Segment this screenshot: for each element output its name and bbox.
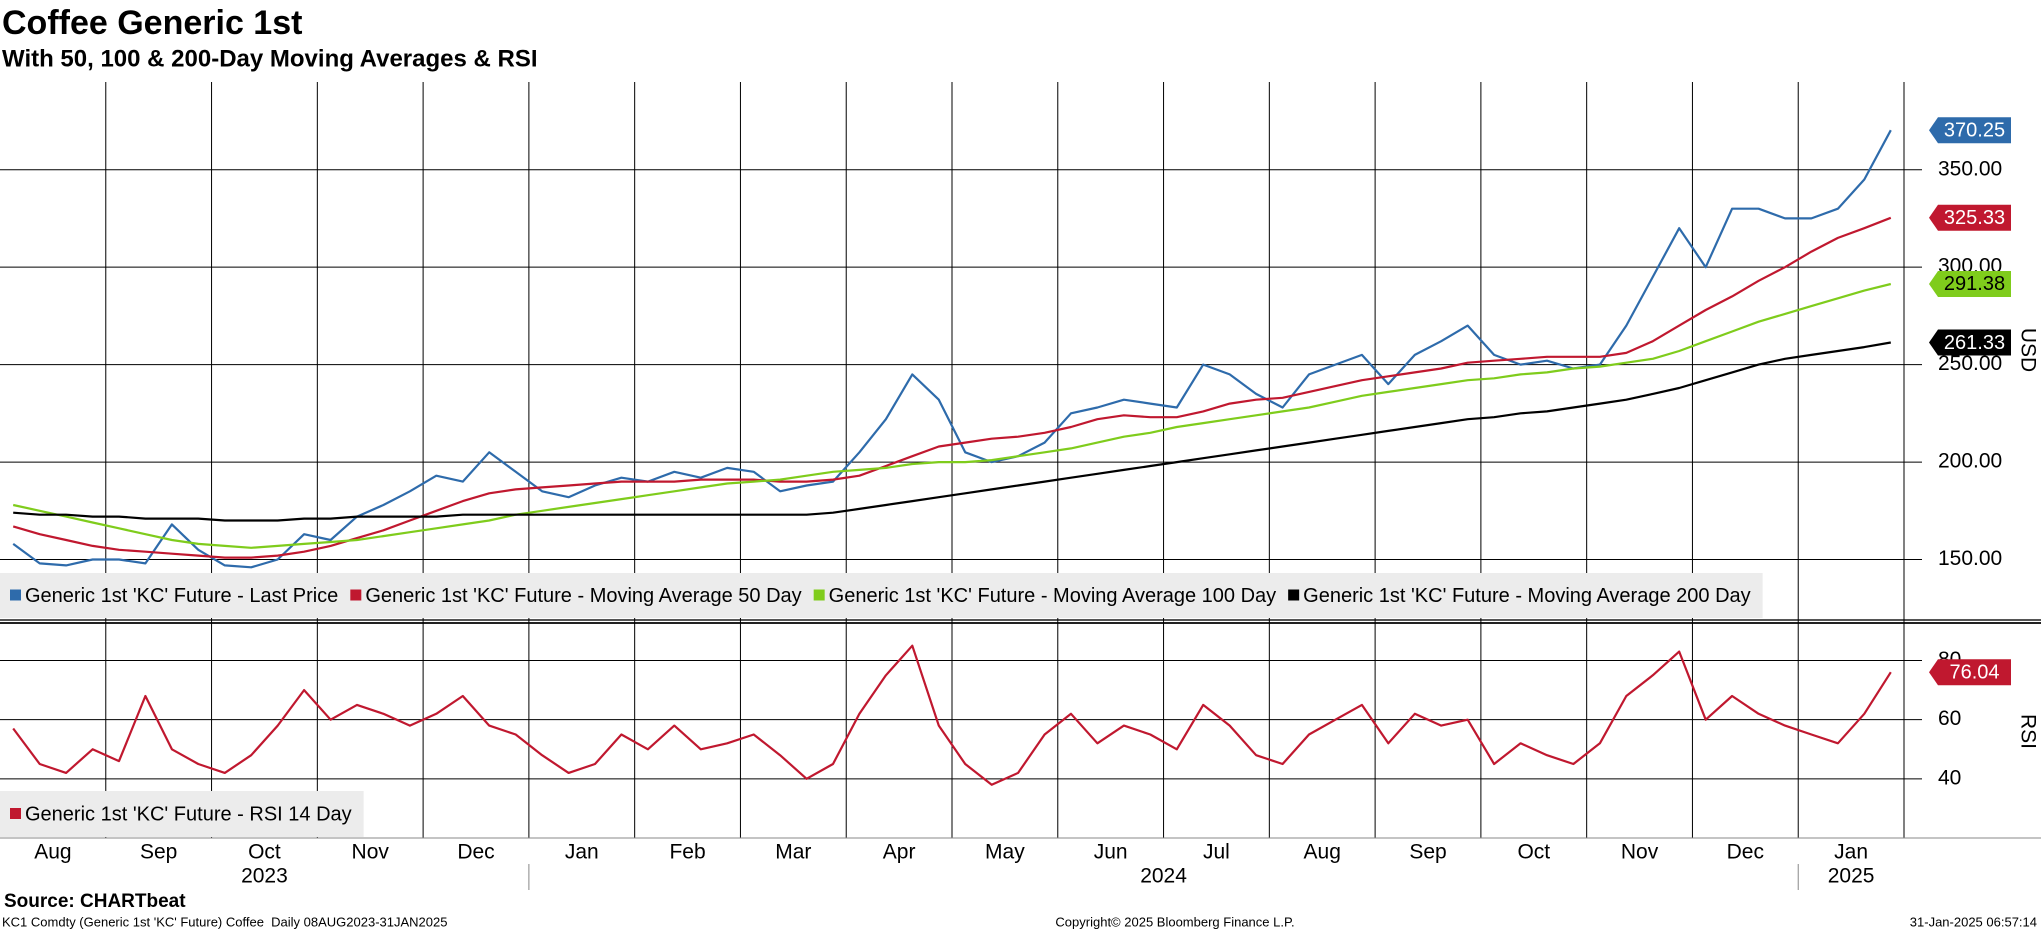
chart-subtitle: With 50, 100 & 200-Day Moving Averages &… xyxy=(2,45,538,72)
footer-left: KC1 Comdty (Generic 1st 'KC' Future) Cof… xyxy=(2,914,447,929)
legend-swatch xyxy=(813,589,825,601)
legend-label: Generic 1st 'KC' Future - RSI 14 Day xyxy=(25,803,352,825)
y-axis-label: USD xyxy=(2016,328,2039,372)
legend-swatch xyxy=(1288,589,1300,601)
last-value-label: 76.04 xyxy=(1949,661,1999,683)
x-tick-label: Jul xyxy=(1203,841,1230,864)
y-tick-label: 350.00 xyxy=(1938,157,2002,180)
series-line xyxy=(12,644,1892,786)
last-value-tag xyxy=(1929,117,2011,144)
legend-label: Generic 1st 'KC' Future - Moving Average… xyxy=(829,585,1276,607)
y-tick-label: 60 xyxy=(1938,707,1961,730)
last-value-label: 370.25 xyxy=(1944,120,2005,142)
x-tick-label: Nov xyxy=(352,841,390,864)
last-value-label: 325.33 xyxy=(1944,207,2005,229)
x-tick-label: Nov xyxy=(1621,841,1659,864)
x-tick-label: Dec xyxy=(457,841,494,864)
last-value-label: 261.33 xyxy=(1944,332,2005,354)
x-tick-label: Aug xyxy=(34,841,71,864)
footer-center: Copyright© 2025 Bloomberg Finance L.P. xyxy=(1055,914,1294,929)
x-tick-label: May xyxy=(985,841,1025,864)
source: Source: CHARTbeat xyxy=(4,891,186,912)
x-year-label: 2025 xyxy=(1828,865,1875,888)
last-value-tag xyxy=(1929,204,2011,231)
x-tick-label: Jan xyxy=(565,841,599,864)
series-line xyxy=(12,282,1892,549)
x-year-label: 2023 xyxy=(241,865,288,888)
x-year-label: 2024 xyxy=(1140,865,1187,888)
series-line xyxy=(12,216,1892,559)
y-axis-label: RSI xyxy=(2016,714,2039,749)
chart-title: Coffee Generic 1st xyxy=(2,4,302,42)
y-tick-label: 150.00 xyxy=(1938,547,2002,570)
legend-label: Generic 1st 'KC' Future - Moving Average… xyxy=(365,585,801,607)
x-tick-label: Feb xyxy=(669,841,705,864)
x-tick-label: Apr xyxy=(883,841,916,864)
x-tick-label: Jan xyxy=(1834,841,1868,864)
y-tick-label: 250.00 xyxy=(1938,352,2002,375)
last-value-label: 291.38 xyxy=(1944,273,2005,295)
legend-box xyxy=(0,573,1763,618)
last-value-tag xyxy=(1929,270,2011,297)
x-tick-label: Oct xyxy=(1517,841,1550,864)
y-tick-label: 40 xyxy=(1938,766,1961,789)
legend-box xyxy=(0,791,364,837)
legend-swatch xyxy=(10,589,21,601)
x-tick-label: Oct xyxy=(248,841,281,864)
legend-label: Generic 1st 'KC' Future - Moving Average… xyxy=(1303,585,1750,607)
x-tick-label: Sep xyxy=(1409,841,1446,864)
y-tick-label: 200.00 xyxy=(1938,450,2002,473)
legend-swatch xyxy=(10,808,21,819)
x-tick-label: Sep xyxy=(140,841,177,864)
x-tick-label: Mar xyxy=(775,841,811,864)
footer-right: 31-Jan-2025 06:57:14 xyxy=(1910,914,2037,929)
x-tick-label: Jun xyxy=(1094,841,1128,864)
last-value-tag xyxy=(1929,659,2011,686)
legend-label: Generic 1st 'KC' Future - Last Price xyxy=(25,585,338,607)
last-value-tag xyxy=(1929,329,2011,356)
series-line xyxy=(13,341,1891,522)
legend-swatch xyxy=(350,589,362,601)
x-tick-label: Dec xyxy=(1727,841,1764,864)
x-tick-label: Aug xyxy=(1304,841,1341,864)
